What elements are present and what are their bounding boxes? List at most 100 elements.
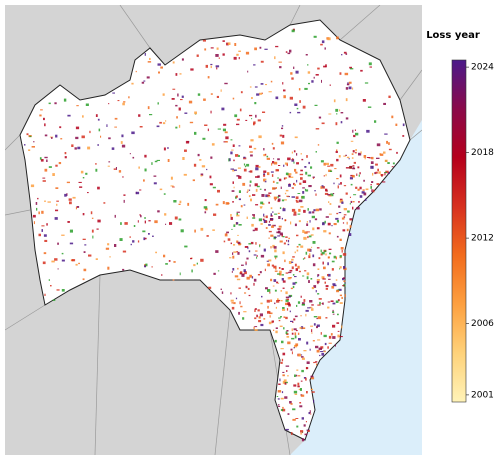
loss-patch: [274, 302, 276, 305]
loss-patch: [352, 175, 355, 178]
loss-patch: [249, 145, 252, 148]
loss-patch: [280, 290, 282, 292]
loss-patch: [114, 244, 117, 247]
loss-patch: [44, 293, 46, 296]
loss-patch: [266, 157, 270, 160]
loss-patch: [196, 262, 198, 265]
loss-patch: [239, 272, 243, 275]
loss-patch: [249, 114, 253, 117]
loss-patch: [74, 147, 77, 150]
loss-patch: [282, 380, 285, 384]
loss-patch: [141, 81, 145, 84]
loss-patch: [332, 302, 336, 305]
loss-patch: [378, 171, 381, 174]
loss-patch: [144, 265, 146, 268]
loss-patch: [75, 126, 80, 130]
loss-patch: [245, 51, 250, 55]
loss-patch: [307, 64, 309, 66]
loss-patch: [114, 117, 118, 120]
loss-patch: [57, 242, 59, 245]
loss-patch: [305, 313, 307, 317]
loss-patch: [272, 180, 275, 183]
loss-patch: [284, 259, 286, 263]
loss-patch: [279, 325, 283, 327]
loss-patch: [108, 137, 111, 140]
loss-patch: [256, 255, 258, 257]
loss-patch: [286, 195, 290, 197]
loss-patch: [277, 298, 279, 301]
loss-patch: [321, 40, 325, 44]
loss-patch: [308, 185, 312, 188]
loss-patch: [175, 104, 178, 107]
loss-patch: [328, 342, 332, 344]
loss-patch: [90, 211, 93, 215]
loss-patch: [233, 224, 236, 227]
loss-patch: [360, 69, 363, 72]
loss-patch: [279, 228, 282, 230]
loss-patch: [223, 123, 227, 126]
loss-patch: [315, 345, 319, 349]
loss-patch: [259, 244, 261, 248]
loss-patch: [284, 162, 288, 165]
loss-patch: [318, 116, 322, 119]
loss-patch: [246, 163, 250, 167]
loss-patch: [284, 396, 288, 399]
loss-patch: [61, 234, 65, 236]
loss-patch: [259, 188, 262, 190]
loss-patch: [283, 207, 285, 209]
loss-patch: [257, 309, 260, 312]
loss-patch: [277, 390, 282, 393]
loss-patch: [270, 171, 274, 173]
loss-patch: [172, 61, 175, 64]
loss-patch: [349, 225, 352, 228]
loss-patch: [278, 61, 282, 63]
loss-patch: [225, 233, 227, 235]
loss-patch: [328, 232, 331, 235]
loss-patch: [304, 270, 307, 272]
loss-patch: [324, 47, 326, 50]
loss-patch: [301, 417, 304, 420]
loss-patch: [263, 173, 266, 177]
loss-patch: [222, 40, 225, 42]
loss-patch: [250, 198, 252, 202]
loss-patch: [43, 252, 47, 255]
loss-patch: [367, 106, 372, 108]
loss-patch: [276, 169, 279, 171]
loss-patch: [303, 209, 306, 213]
loss-patch: [336, 220, 339, 223]
loss-patch: [287, 277, 291, 280]
loss-patch: [324, 342, 327, 346]
loss-patch: [343, 185, 347, 187]
loss-patch: [222, 53, 225, 56]
loss-patch: [269, 291, 271, 294]
loss-patch: [200, 175, 203, 177]
loss-patch: [380, 153, 384, 156]
loss-patch: [249, 189, 251, 191]
loss-patch: [280, 300, 283, 302]
loss-patch: [266, 155, 269, 158]
loss-patch: [329, 203, 332, 205]
loss-patch: [359, 195, 363, 198]
loss-patch: [377, 168, 379, 172]
loss-patch: [206, 235, 209, 237]
loss-patch: [253, 326, 255, 330]
loss-patch: [402, 123, 405, 127]
colorbar-tick-label: 2018: [471, 148, 494, 158]
loss-patch: [302, 229, 305, 233]
loss-patch: [240, 271, 243, 274]
loss-patch: [224, 233, 228, 237]
loss-patch: [325, 188, 328, 192]
loss-patch: [279, 207, 282, 209]
loss-patch: [263, 154, 266, 157]
loss-patch: [245, 261, 247, 265]
loss-patch: [155, 251, 157, 254]
loss-patch: [197, 93, 201, 96]
loss-patch: [238, 243, 241, 246]
loss-patch: [328, 113, 332, 115]
loss-patch: [288, 271, 292, 274]
loss-patch: [297, 213, 301, 215]
loss-patch: [296, 153, 298, 156]
loss-patch: [300, 326, 304, 330]
loss-patch: [300, 177, 303, 180]
colorbar: [451, 59, 467, 403]
